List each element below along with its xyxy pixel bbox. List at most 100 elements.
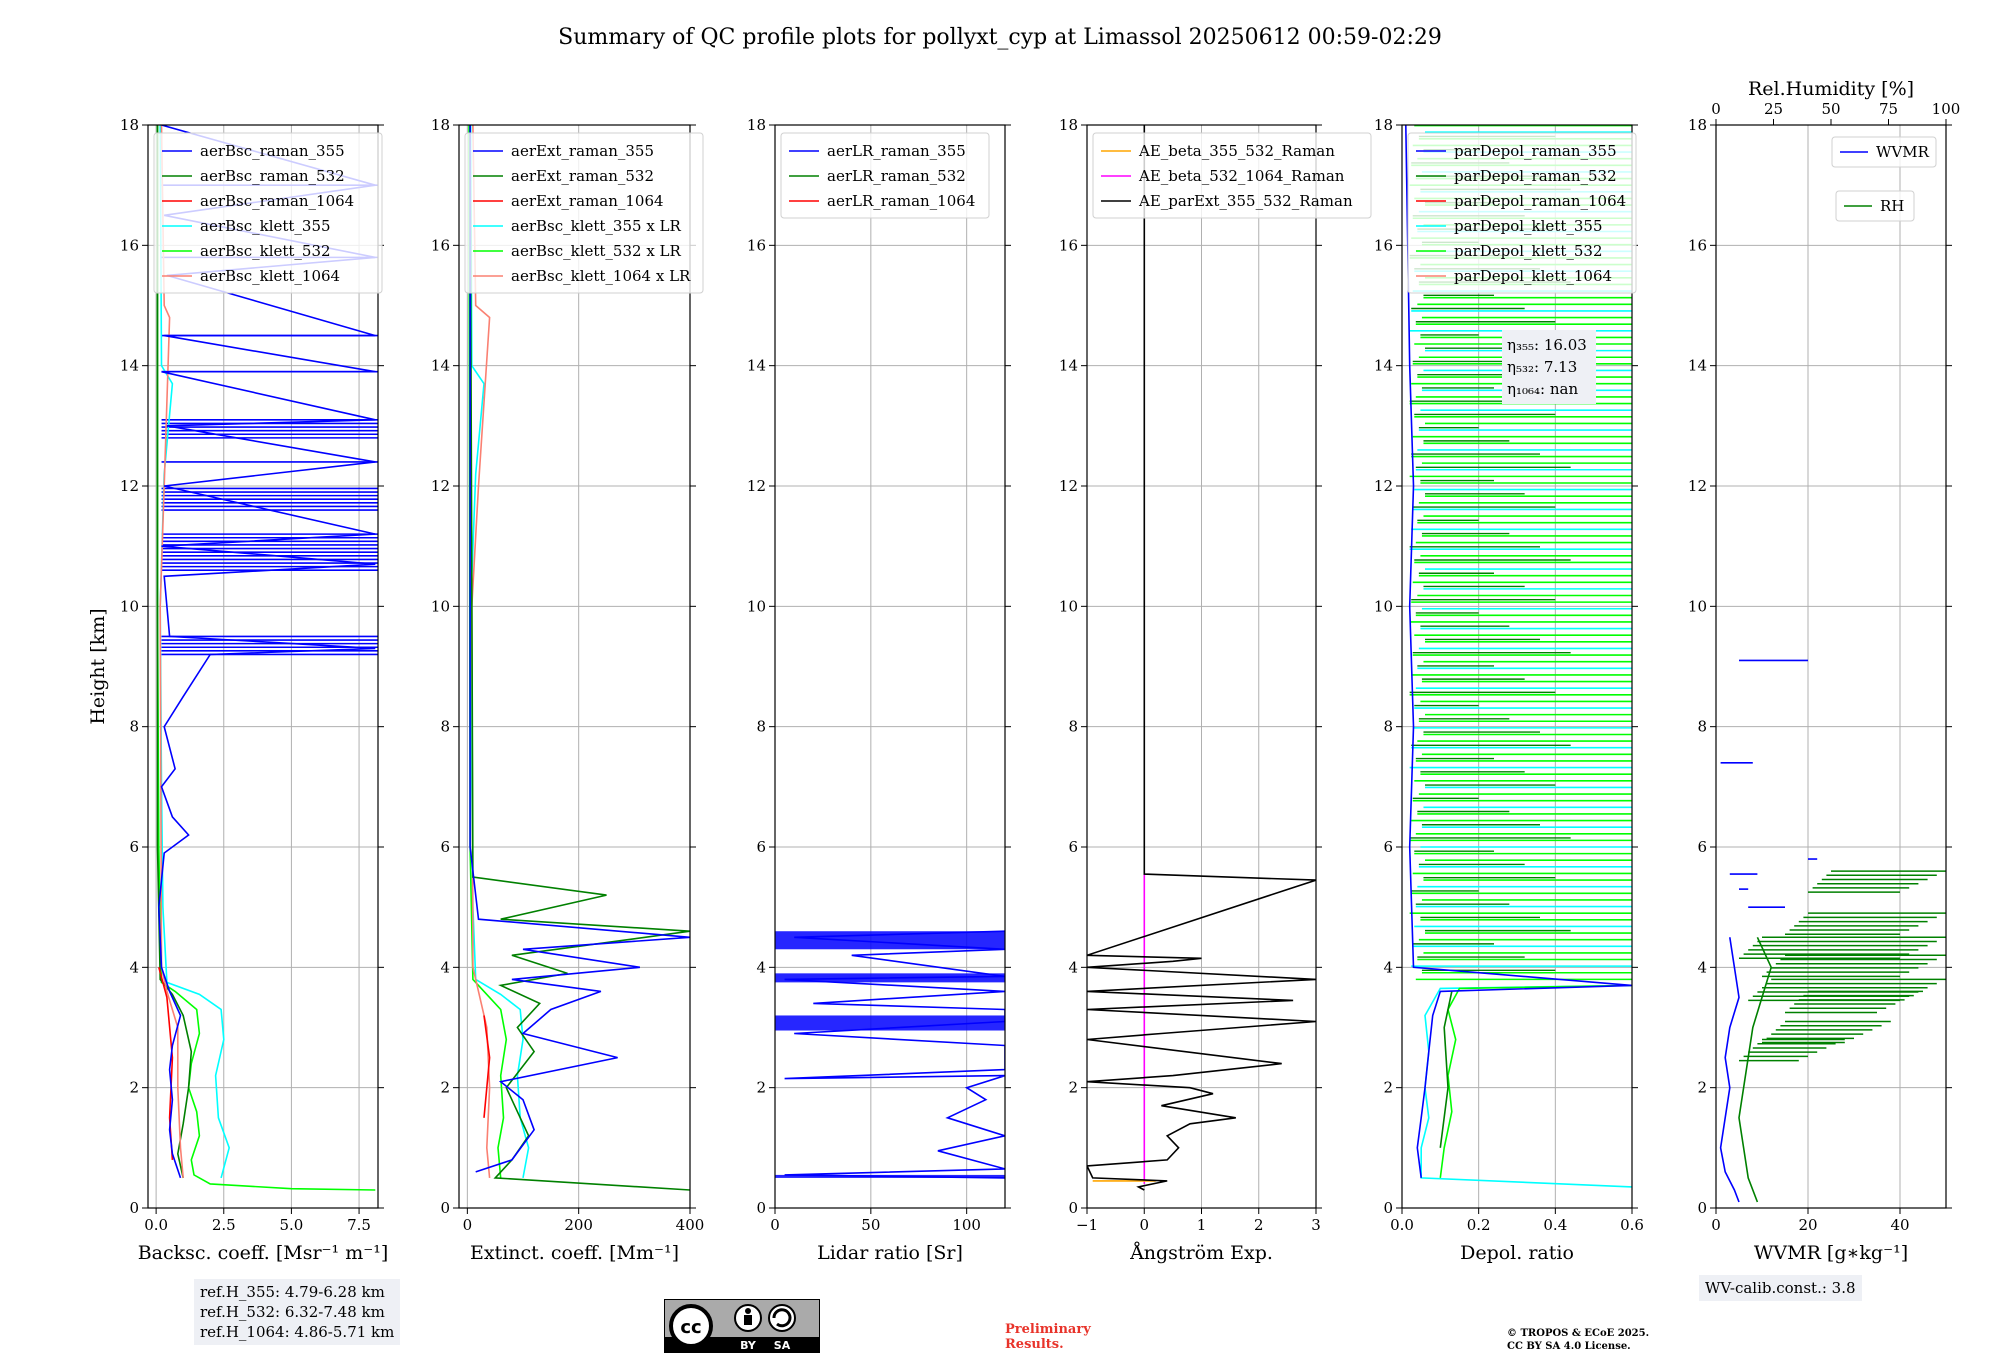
legend-label: aerBsc_klett_532 x LR [511, 242, 682, 260]
series-aerBsc_klett_532 x LR [468, 125, 508, 1178]
legend: aerBsc_raman_355 aerBsc_raman_532 aerBsc_r… [153, 132, 383, 294]
legend-label: parDepol_klett_355 [1454, 217, 1603, 235]
axes-frame [458, 124, 691, 1209]
y-tick-label: 6 [129, 838, 139, 856]
legend-label: aerBsc_klett_355 x LR [511, 217, 682, 235]
legend: AE_beta_355_532_Raman AE_beta_532_1064_Ra… [1092, 132, 1372, 219]
series-aerBsc_klett_532 [156, 125, 376, 1191]
legend: aerLR_raman_355 aerLR_raman_532 aerLR_rama… [780, 132, 990, 219]
plot-area [156, 125, 378, 1191]
y-tick-label: 4 [440, 958, 450, 976]
svg-text:cc: cc [680, 1317, 701, 1338]
x-axis-label: WVMR [g∗kg⁻¹] [1754, 1242, 1908, 1264]
legend-box [153, 132, 383, 294]
legend-box [1092, 132, 1372, 219]
legend-label: aerLR_raman_1064 [827, 192, 975, 210]
y-tick-label: 14 [120, 357, 139, 375]
y-tick-label: 18 [1688, 116, 1707, 134]
legend-label: aerExt_raman_532 [511, 167, 654, 185]
x-tick-label: 200 [564, 1216, 593, 1234]
axes-frame [774, 124, 1006, 1209]
y-tick-label: 0 [1383, 1199, 1393, 1217]
legend-label: parDepol_klett_532 [1454, 242, 1603, 260]
y-tick-label: 2 [1697, 1079, 1707, 1097]
y-tick-label: 8 [1068, 718, 1078, 736]
reference-height-box: ref.H_355: 4.79-6.28 km ref.H_532: 6.32-… [194, 1279, 401, 1345]
legend-label: WVMR [1876, 143, 1930, 161]
top-x-tick-label: 75 [1879, 100, 1898, 118]
legend-label: aerLR_raman_532 [827, 167, 966, 185]
panel-extinction: 0 200 400 0 2 4 6 8 10 12 14 16 18 Extinct. coeff. [M… [431, 116, 704, 1264]
y-tick-label: 10 [1688, 597, 1707, 615]
legend: parDepol_raman_355 parDepol_raman_532 parD… [1407, 132, 1637, 294]
y-tick-label: 4 [129, 958, 139, 976]
top-x-tick-label: 25 [1764, 100, 1783, 118]
x-tick-label: 2.5 [212, 1216, 236, 1234]
legend-label: AE_beta_355_532_Raman [1138, 142, 1335, 160]
x-tick-label: 0.0 [1390, 1216, 1414, 1234]
x-tick-label: 0.0 [144, 1216, 168, 1234]
y-tick-label: 2 [440, 1079, 450, 1097]
lidar-ratio-band [775, 1015, 1005, 1031]
y-tick-label: 18 [1374, 116, 1393, 134]
plot-area [1719, 659, 1946, 1203]
axes-frame [147, 124, 379, 1209]
y-tick-label: 2 [1383, 1079, 1393, 1097]
y-tick-label: 0 [1697, 1199, 1707, 1217]
y-tick-label: 0 [756, 1199, 766, 1217]
y-tick-label: 8 [1697, 718, 1707, 736]
x-axis-label: Extinct. coeff. [Mm⁻¹] [470, 1242, 679, 1264]
y-tick-label: 6 [1383, 838, 1393, 856]
axes-frame [1401, 124, 1633, 1209]
series-parDepol_raman_532 [1439, 991, 1453, 1148]
series-parDepol_klett_532 [1439, 984, 1632, 1179]
panel-backscatter: 0.0 2.5 5.0 7.5 0 2 4 6 8 10 12 14 16 18 Backsc. coeff… [87, 116, 388, 1264]
legend-label: parDepol_klett_1064 [1454, 267, 1612, 285]
y-tick-label: 4 [1068, 958, 1078, 976]
legend-box [780, 132, 990, 219]
x-axis-label: Depol. ratio [1460, 1242, 1574, 1264]
y-tick-label: 2 [756, 1079, 766, 1097]
y-tick-label: 12 [747, 477, 766, 495]
x-tick-label: 20 [1798, 1216, 1817, 1234]
legend-box [1835, 190, 1915, 222]
y-tick-label: 4 [756, 958, 766, 976]
plot-area [1087, 125, 1316, 1191]
y-tick-label: 4 [1383, 958, 1393, 976]
x-tick-label: 2 [1254, 1216, 1264, 1234]
series-RH [1738, 936, 1773, 1203]
legend: WVMR RH [1831, 136, 1937, 222]
y-tick-label: 8 [440, 718, 450, 736]
series-parDepol_klett_355 [1420, 984, 1632, 1188]
x-tick-label: 0 [1711, 1216, 1721, 1234]
y-tick-label: 16 [120, 236, 139, 254]
y-tick-label: 18 [431, 116, 450, 134]
legend-label: aerBsc_klett_532 [200, 242, 331, 260]
series-aerLR_raman_355 [784, 930, 1005, 1179]
legend-label: aerBsc_klett_1064 x LR [511, 267, 691, 285]
y-tick-label: 12 [120, 477, 139, 495]
x-tick-label: 0.4 [1543, 1216, 1567, 1234]
series-WVMR [1719, 937, 1740, 1203]
y-tick-label: 14 [1374, 357, 1393, 375]
x-axis-label: Lidar ratio [Sr] [817, 1242, 963, 1264]
y-tick-label: 6 [1697, 838, 1707, 856]
x-tick-label: 100 [952, 1216, 981, 1234]
y-tick-label: 6 [756, 838, 766, 856]
panel-water_vapor: 0 20 40 0 2 4 6 8 10 12 14 16 18 WVMR [g∗kg⁻¹] 0 25 50 75… [1688, 78, 1960, 1264]
y-tick-label: 16 [747, 236, 766, 254]
legend-label: aerBsc_klett_1064 [200, 267, 340, 285]
x-tick-label: 7.5 [347, 1216, 371, 1234]
eta-label: η₁₀₆₄: nan [1507, 380, 1578, 398]
x-tick-label: 50 [861, 1216, 880, 1234]
top-x-axis-label: Rel.Humidity [%] [1748, 78, 1914, 100]
legend-label: RH [1880, 197, 1904, 215]
y-tick-label: 8 [129, 718, 139, 736]
cc-icon [669, 1304, 713, 1348]
x-tick-label: 0 [770, 1216, 780, 1234]
legend-label: aerBsc_raman_1064 [200, 192, 354, 210]
x-tick-label: 0.6 [1620, 1216, 1644, 1234]
legend-label: AE_beta_532_1064_Raman [1138, 167, 1345, 185]
x-tick-label: 0.2 [1467, 1216, 1491, 1234]
